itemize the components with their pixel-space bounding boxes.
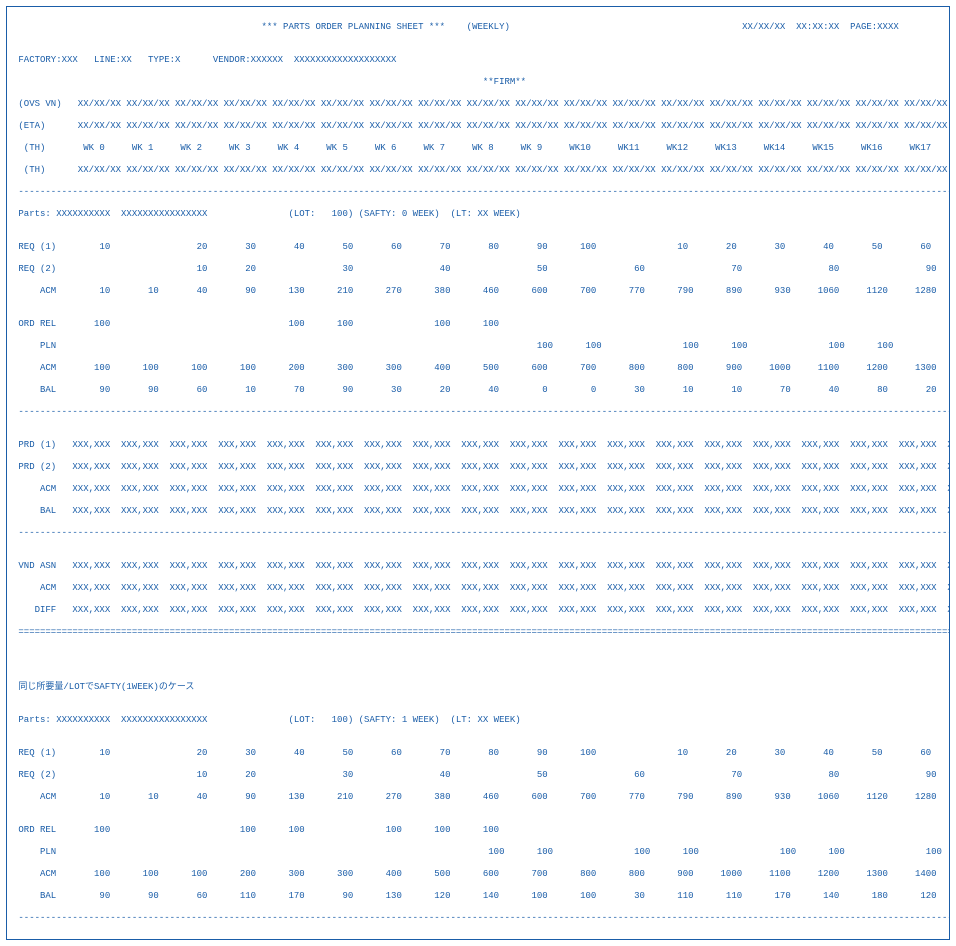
factory-line: FACTORY:XXX LINE:XX TYPE:X VENDOR:XXXXXX…: [13, 55, 943, 66]
divider-eq: ========================================…: [13, 627, 943, 638]
prd2-row: PRD (2) XXX,XXX XXX,XXX XXX,XXX XXX,XXX …: [13, 462, 943, 473]
req1-row: REQ (1) 10 20 30 40 50 60 70 80 90 100 1…: [13, 242, 943, 253]
acm-ord-row: ACM 100 100 100 100 200 300 300 400 500 …: [13, 363, 943, 374]
req1-row-b: REQ (1) 10 20 30 40 50 60 70 80 90 100 1…: [13, 748, 943, 759]
divider-dash: ----------------------------------------…: [13, 528, 943, 539]
ord-rel-row-b: ORD REL 100 100 100 100 100 100: [13, 825, 943, 836]
pln-row-b: PLN 100 100 100 100 100 100 100 100 100: [13, 847, 943, 858]
divider-dash: ----------------------------------------…: [13, 913, 943, 924]
parts-line-1: Parts: XXXXXXXXXX XXXXXXXXXXXXXXXX (LOT:…: [13, 209, 943, 220]
acm-row: ACM 10 10 40 90 130 210 270 380 460 600 …: [13, 286, 943, 297]
prd1-row: PRD (1) XXX,XXX XXX,XXX XXX,XXX XXX,XXX …: [13, 440, 943, 451]
bal-row: BAL 90 90 60 10 70 90 30 20 40 0 0 30 10…: [13, 385, 943, 396]
header-th-dates: (TH) XX/XX/XX XX/XX/XX XX/XX/XX XX/XX/XX…: [13, 165, 943, 176]
header-th-weeks: (TH) WK 0 WK 1 WK 2 WK 3 WK 4 WK 5 WK 6 …: [13, 143, 943, 154]
bal-row-b: BAL 90 90 60 110 170 90 130 120 140 100 …: [13, 891, 943, 902]
title-line: *** PARTS ORDER PLANNING SHEET *** (WEEK…: [13, 22, 943, 33]
req2-row: REQ (2) 10 20 30 40 50 60 70 80 90 100: [13, 264, 943, 275]
vnd-asn-row: VND ASN XXX,XXX XXX,XXX XXX,XXX XXX,XXX …: [13, 561, 943, 572]
prd-acm-row: ACM XXX,XXX XXX,XXX XXX,XXX XXX,XXX XXX,…: [13, 484, 943, 495]
prd-bal-row: BAL XXX,XXX XXX,XXX XXX,XXX XXX,XXX XXX,…: [13, 506, 943, 517]
vnd-acm-row: ACM XXX,XXX XXX,XXX XXX,XXX XXX,XXX XXX,…: [13, 583, 943, 594]
header-eta: (ETA) XX/XX/XX XX/XX/XX XX/XX/XX XX/XX/X…: [13, 121, 943, 132]
header-ovs: (OVS VN) XX/XX/XX XX/XX/XX XX/XX/XX XX/X…: [13, 99, 943, 110]
acm-ord-row-b: ACM 100 100 100 200 300 300 400 500 600 …: [13, 869, 943, 880]
firm-line: **FIRM**: [13, 77, 943, 88]
divider-dash: ----------------------------------------…: [13, 187, 943, 198]
parts-line-2: Parts: XXXXXXXXXX XXXXXXXXXXXXXXXX (LOT:…: [13, 715, 943, 726]
pln-row: PLN 100 100 100 100 100 100 100 100 100: [13, 341, 943, 352]
report-sheet: *** PARTS ORDER PLANNING SHEET *** (WEEK…: [6, 6, 950, 940]
req2-row-b: REQ (2) 10 20 30 40 50 60 70 80 90 100: [13, 770, 943, 781]
vnd-diff-row: DIFF XXX,XXX XXX,XXX XXX,XXX XXX,XXX XXX…: [13, 605, 943, 616]
ord-rel-row: ORD REL 100 100 100 100 100: [13, 319, 943, 330]
divider-dash: ----------------------------------------…: [13, 407, 943, 418]
jp-note: 同じ所要量/LOTでSAFTY(1WEEK)のケース: [13, 682, 943, 693]
acm-row-b: ACM 10 10 40 90 130 210 270 380 460 600 …: [13, 792, 943, 803]
